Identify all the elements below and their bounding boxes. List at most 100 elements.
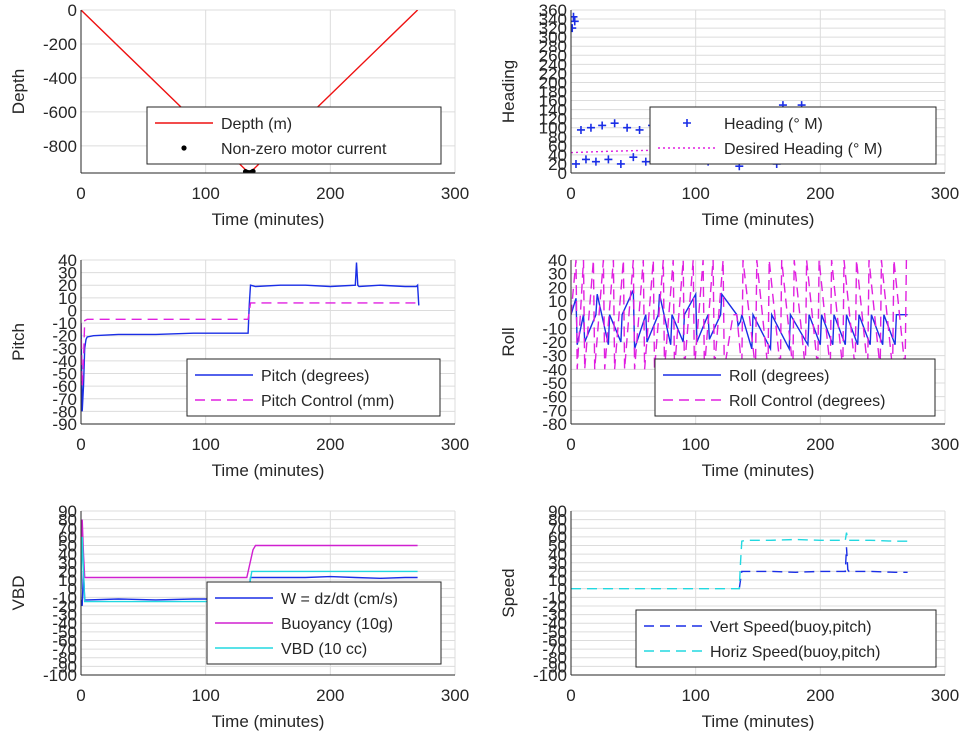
x-tick-label: 300 <box>441 184 469 203</box>
y-tick-label: -80 <box>542 415 567 434</box>
y-tick-label: 30 <box>58 264 77 283</box>
y-tick-label: 20 <box>548 278 567 297</box>
legend: Vert Speed(buoy,pitch) Horiz Speed(buoy,p… <box>635 609 937 668</box>
y-tick-label: -30 <box>542 606 567 625</box>
y-tick-label: -20 <box>542 333 567 352</box>
legend-box <box>654 358 936 417</box>
x-tick-label: 200 <box>806 686 834 705</box>
y-tick-label: 50 <box>58 537 77 556</box>
y-tick-label: 60 <box>548 137 567 156</box>
plot-series <box>571 260 908 370</box>
legend: Roll (degrees) Roll Control (degrees) <box>654 358 936 417</box>
y-tick-label: 0 <box>68 1 77 20</box>
x-tick-label: 0 <box>566 686 575 705</box>
y-tick-label: 60 <box>58 528 77 547</box>
y-tick-label: 20 <box>58 276 77 295</box>
y-tick-label: -40 <box>542 360 567 379</box>
data-point <box>635 125 644 134</box>
series-line-2 <box>571 260 908 370</box>
legend-box <box>649 106 937 165</box>
y-tick-label: 10 <box>548 571 567 590</box>
series-line-2 <box>571 532 908 590</box>
y-tick-label: 30 <box>548 265 567 284</box>
y-tick-label: -40 <box>52 614 77 633</box>
data-point <box>604 155 613 164</box>
y-axis-label: Roll <box>499 327 518 356</box>
data-point <box>610 119 619 128</box>
chart-panel-6: 0 100 200 3009080706050403020100-10-20-30-4… <box>499 502 959 731</box>
data-point <box>571 12 578 21</box>
y-tick-label: 120 <box>539 110 567 129</box>
y-tick-label: 80 <box>58 511 77 530</box>
data-point <box>623 123 632 132</box>
x-tick-label: 100 <box>191 435 219 454</box>
legend-entry: Heading (° M) <box>724 116 823 133</box>
y-tick-label: -800 <box>43 137 77 156</box>
x-axis-label: Time (minutes) <box>212 461 325 480</box>
y-tick-label: 320 <box>539 19 567 38</box>
y-tick-label: -20 <box>542 597 567 616</box>
plot-series <box>81 10 419 173</box>
legend-entry: Horiz Speed(buoy,pitch) <box>710 644 880 661</box>
x-tick-label: 100 <box>681 184 709 203</box>
x-axis-label: Time (minutes) <box>702 712 815 731</box>
x-tick-label: 200 <box>316 686 344 705</box>
y-tick-label: -100 <box>533 666 567 685</box>
y-tick-label: -40 <box>52 352 77 371</box>
y-tick-label: 10 <box>58 289 77 308</box>
x-tick-label: 300 <box>441 435 469 454</box>
x-axis-label: Time (minutes) <box>212 712 325 731</box>
legend-entry: Non-zero motor current <box>221 141 387 158</box>
y-tick-label: -600 <box>43 103 77 122</box>
y-tick-label: 20 <box>58 562 77 581</box>
legend-entry: W = dz/dt (cm/s) <box>281 591 398 608</box>
x-tick-label: 300 <box>441 686 469 705</box>
y-tick-label: 20 <box>548 155 567 174</box>
plot-series <box>571 532 908 590</box>
series-line-1 <box>81 262 420 412</box>
x-axis-label: Time (minutes) <box>212 210 325 229</box>
x-tick-label: 100 <box>681 686 709 705</box>
series-line-2 <box>81 302 418 387</box>
y-tick-label: -70 <box>542 401 567 420</box>
y-tick-label: -50 <box>542 623 567 642</box>
y-axis-label: VBD <box>9 576 28 611</box>
y-tick-label: 10 <box>548 292 567 311</box>
y-axis-label: Speed <box>499 568 518 617</box>
data-point <box>571 159 580 168</box>
y-tick-label: -10 <box>52 314 77 333</box>
legend-entry: Roll Control (degrees) <box>729 393 886 410</box>
x-tick-label: 100 <box>191 686 219 705</box>
y-tick-label: -70 <box>52 640 77 659</box>
y-tick-label: 30 <box>548 554 567 573</box>
y-tick-label: -80 <box>52 402 77 421</box>
y-tick-label: -60 <box>542 388 567 407</box>
y-tick-label: 40 <box>548 146 567 165</box>
data-point <box>571 17 579 26</box>
data-point <box>591 157 600 166</box>
y-tick-label: -70 <box>542 640 567 659</box>
data-point <box>586 123 595 132</box>
y-tick-label: -90 <box>52 415 77 434</box>
y-tick-label: -60 <box>52 377 77 396</box>
x-tick-label: 200 <box>316 435 344 454</box>
legend-entry: Desired Heading (° M) <box>724 141 882 158</box>
data-point <box>616 159 625 168</box>
x-tick-label: 0 <box>76 184 85 203</box>
y-tick-label: -30 <box>542 347 567 366</box>
x-tick-label: 100 <box>681 435 709 454</box>
legend-entry: VBD (10 cc) <box>281 641 367 658</box>
x-axis-label: Time (minutes) <box>702 461 815 480</box>
x-tick-label: 300 <box>931 435 959 454</box>
legend-box <box>635 609 937 668</box>
y-tick-label: -10 <box>52 588 77 607</box>
plot-series <box>81 262 420 412</box>
y-tick-label: 60 <box>548 528 567 547</box>
legend: Depth (m) Non-zero motor current <box>146 106 442 165</box>
x-tick-label: 200 <box>806 184 834 203</box>
legend-box <box>186 358 441 417</box>
y-tick-label: -90 <box>52 657 77 676</box>
y-tick-label: 180 <box>539 83 567 102</box>
y-tick-label: -400 <box>43 69 77 88</box>
y-tick-label: 80 <box>548 128 567 147</box>
